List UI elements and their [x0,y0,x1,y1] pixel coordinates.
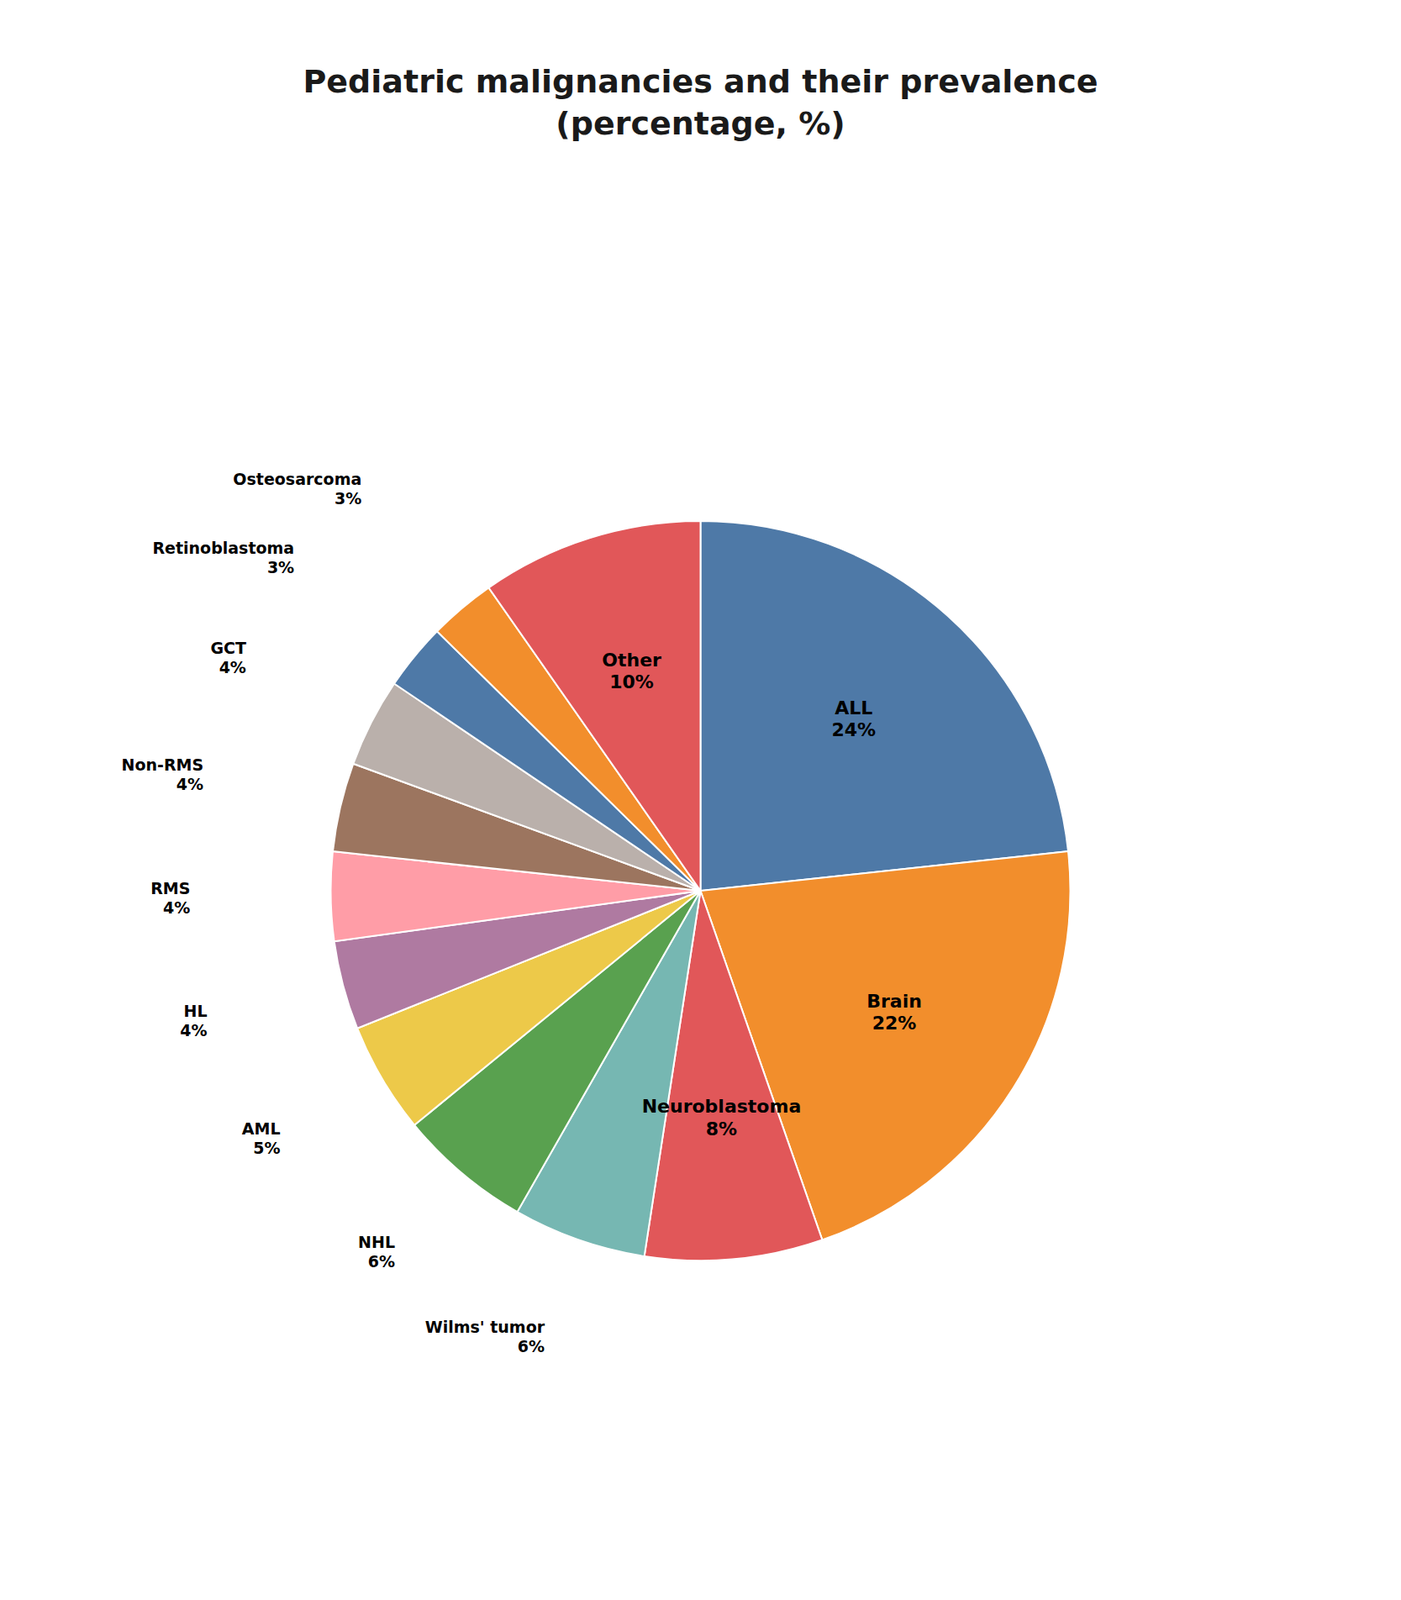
slice-category: NHL [358,1232,396,1251]
slice-category: ALL [834,697,873,719]
title: Pediatric malignancies and their prevale… [303,63,1099,143]
slice-category: Neuroblastoma [642,1095,802,1117]
chart: Pediatric malignancies and their prevale… [0,0,1401,1600]
slice-category: Non-RMS [121,754,205,774]
slice-value-label: 4% [176,774,204,793]
slice-category: AML [242,1119,281,1138]
slice-value-label: 6% [368,1251,396,1270]
slice-value-label: 3% [267,557,295,576]
slice-value-label: 4% [219,657,247,676]
slice-category: GCT [210,638,247,658]
slice-value-label: 6% [517,1337,545,1356]
slice-category: Wilms' tumor [425,1317,546,1337]
slice-label: RMS4% [150,878,190,917]
slice-value-label: 4% [163,897,190,917]
pie [331,521,1071,1261]
slice-label: Non-RMS4% [121,754,205,793]
slice-label: Brain22% [866,990,922,1034]
slice-category: Retinoblastoma [152,537,295,557]
slice-label: Other10% [601,649,662,693]
slice-category: Osteosarcoma [232,469,362,489]
slice-value-label: 5% [252,1137,280,1157]
slice-label: AML5% [242,1119,281,1158]
slice-label: NHL6% [358,1232,396,1270]
slice-value-label: 4% [179,1021,207,1040]
slice [488,521,701,891]
slice-labels: ALL24% Brain22% Neuroblastoma8% Wilms' tumo… [121,469,922,1356]
title-line: (percentage, %) [555,105,845,143]
slice-category: Brain [866,990,922,1012]
slice-label: Neuroblastoma8% [642,1095,802,1139]
slice-value-label: 8% [705,1118,738,1140]
slice-label: ALL24% [831,697,876,741]
slice-value-label: 24% [831,719,876,741]
slice [700,521,1069,891]
slice-label: Retinoblastoma3% [152,537,295,576]
slice-label: GCT4% [210,638,247,677]
slice-category: Other [601,649,662,671]
slice-value-label: 10% [609,671,654,693]
slice-category: HL [184,1001,208,1021]
slice-label: HL4% [179,1001,207,1040]
slice-value-label: 22% [872,1012,917,1034]
slice-label: Osteosarcoma3% [232,469,362,508]
slice-label: Wilms' tumor6% [425,1317,546,1356]
slice-value-label: 3% [334,489,362,508]
slice-category: RMS [150,878,190,897]
title-line: Pediatric malignancies and their prevale… [303,63,1099,101]
